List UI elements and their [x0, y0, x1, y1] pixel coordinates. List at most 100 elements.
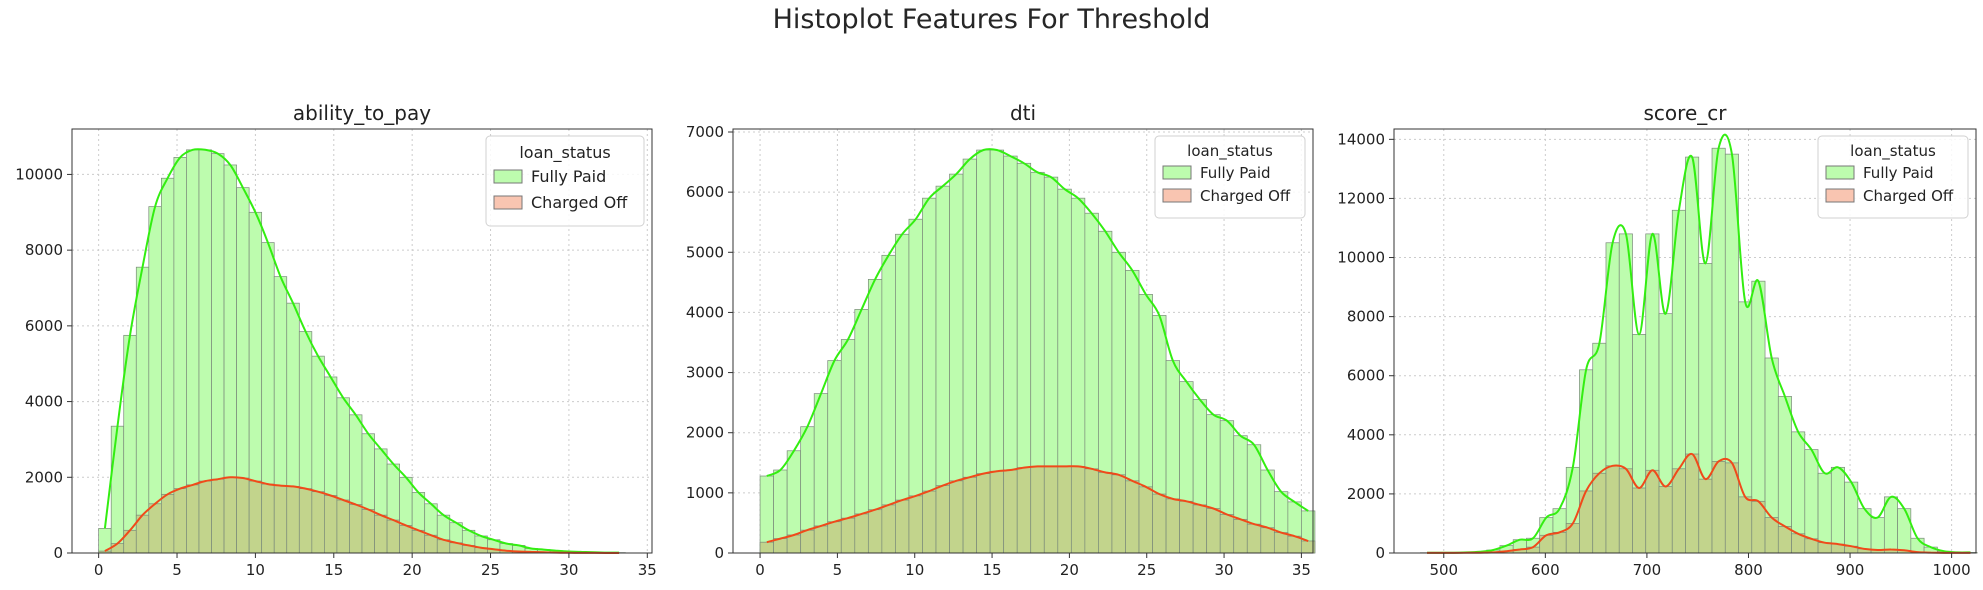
legend: loan_status Fully Paid Charged Off — [1817, 135, 1969, 219]
bar-charged-off — [949, 480, 964, 554]
bar-fully-paid — [1897, 508, 1912, 554]
legend-swatch — [1162, 188, 1192, 203]
legend-entry: Charged Off — [531, 193, 628, 212]
bar-charged-off — [336, 499, 350, 554]
y-tick-label: 1000 — [686, 484, 724, 502]
bar-fully-paid — [110, 425, 125, 554]
y-tick-label: 0 — [714, 544, 724, 562]
bar-charged-off — [1711, 461, 1726, 554]
x-tick-label: 20 — [403, 561, 422, 579]
bar-charged-off — [813, 525, 829, 554]
legend-swatch — [1162, 165, 1192, 180]
legend-entry: Charged Off — [1863, 187, 1954, 205]
bar-charged-off — [827, 521, 842, 554]
kde-line-fully-paid — [1427, 133, 1971, 554]
bar-charged-off — [374, 514, 388, 554]
bar-charged-off — [1260, 527, 1275, 554]
bar-charged-off — [854, 513, 869, 554]
bar-charged-off — [286, 486, 300, 554]
y-tick-label: 3000 — [686, 364, 724, 382]
kde-line-fully-paid — [766, 148, 1309, 512]
bar-charged-off — [186, 484, 200, 554]
axes-frame — [71, 128, 653, 554]
legend-title: loan_status — [1850, 142, 1936, 161]
bar-charged-off — [148, 503, 162, 554]
legend-entry: Fully Paid — [1200, 164, 1271, 182]
bar-charged-off — [1685, 453, 1700, 554]
bar-charged-off — [1152, 493, 1167, 554]
bar-charged-off — [1273, 532, 1289, 554]
legend: loan_status Fully Paid Charged Off — [485, 135, 645, 227]
subplot-title: dti — [1010, 101, 1036, 125]
bar-charged-off — [800, 529, 815, 554]
bar-charged-off — [248, 480, 263, 554]
y-tick-label: 4000 — [1347, 426, 1385, 444]
y-tick-label: 0 — [53, 544, 63, 562]
chart-panel-ability_to_pay: 0 5 10 15 20 25 30 35 0 2000 4000 6000 8000 10000 abil… — [15, 101, 657, 579]
bar-charged-off — [1179, 500, 1194, 554]
x-tick-label: 0 — [755, 561, 765, 579]
kde-line-charged-off — [766, 465, 1309, 544]
y-tick-label: 4000 — [686, 303, 724, 321]
legend-title: loan_status — [519, 143, 610, 163]
kde-line-charged-off — [1427, 452, 1971, 554]
x-tick-label: 15 — [983, 561, 1002, 579]
bar-charged-off — [123, 529, 137, 554]
legend-swatch — [1825, 165, 1855, 180]
bar-charged-off — [1165, 498, 1180, 554]
bar-charged-off — [311, 491, 325, 554]
y-tick-label: 8000 — [1347, 308, 1385, 326]
x-tick-label: 5 — [172, 561, 182, 579]
bar-charged-off — [1632, 487, 1647, 554]
bar-charged-off — [1098, 472, 1113, 554]
bar-fully-paid — [1870, 517, 1885, 554]
bar-charged-off — [1084, 468, 1099, 554]
bar-charged-off — [1645, 469, 1660, 554]
bar-charged-off — [399, 525, 413, 554]
bar-charged-off — [908, 495, 923, 554]
bar-charged-off — [161, 493, 175, 554]
bar-charged-off — [1070, 466, 1086, 554]
bar-fully-paid — [1883, 496, 1898, 554]
subplot-title: score_cr — [1644, 101, 1728, 125]
bar-charged-off — [1125, 480, 1140, 554]
bar-charged-off — [361, 509, 375, 554]
bar-charged-off — [386, 519, 400, 554]
x-tick-label: 30 — [1215, 561, 1234, 579]
bar-charged-off — [1738, 496, 1753, 554]
x-tick-label: 10 — [246, 561, 265, 579]
legend-entry: Fully Paid — [531, 167, 606, 186]
bar-charged-off — [840, 517, 856, 554]
bar-charged-off — [1030, 466, 1045, 554]
x-tick-label: 25 — [481, 561, 500, 579]
legend-swatch — [493, 169, 523, 184]
bar-charged-off — [881, 504, 896, 554]
x-tick-label: 20 — [1060, 561, 1079, 579]
kde-line-charged-off — [104, 476, 620, 554]
y-tick-label: 6000 — [25, 317, 63, 335]
bar-charged-off — [962, 476, 977, 554]
subplot-title: ability_to_pay — [293, 101, 431, 125]
legend: loan_status Fully Paid Charged Off — [1154, 135, 1306, 219]
bar-charged-off — [935, 485, 950, 554]
legend-box — [1154, 135, 1306, 219]
bar-charged-off — [211, 478, 225, 554]
bar-charged-off — [273, 485, 288, 554]
y-tick-label: 5000 — [686, 243, 724, 261]
figure-title: Histoplot Features For Threshold — [772, 4, 1211, 35]
bar-charged-off — [1016, 467, 1032, 554]
bar-charged-off — [1605, 465, 1620, 554]
bar-charged-off — [1671, 468, 1686, 554]
bar-charged-off — [1138, 486, 1153, 554]
bar-charged-off — [1233, 518, 1248, 554]
bar-charged-off — [976, 473, 991, 554]
bar-charged-off — [1206, 508, 1221, 554]
bar-charged-off — [1219, 514, 1235, 554]
x-tick-label: 25 — [1137, 561, 1156, 579]
bar-charged-off — [1698, 478, 1713, 554]
y-tick-label: 2000 — [686, 424, 724, 442]
bar-charged-off — [411, 529, 426, 554]
bar-charged-off — [895, 499, 910, 554]
bar-charged-off — [1618, 468, 1633, 554]
y-tick-label: 6000 — [1347, 367, 1385, 385]
